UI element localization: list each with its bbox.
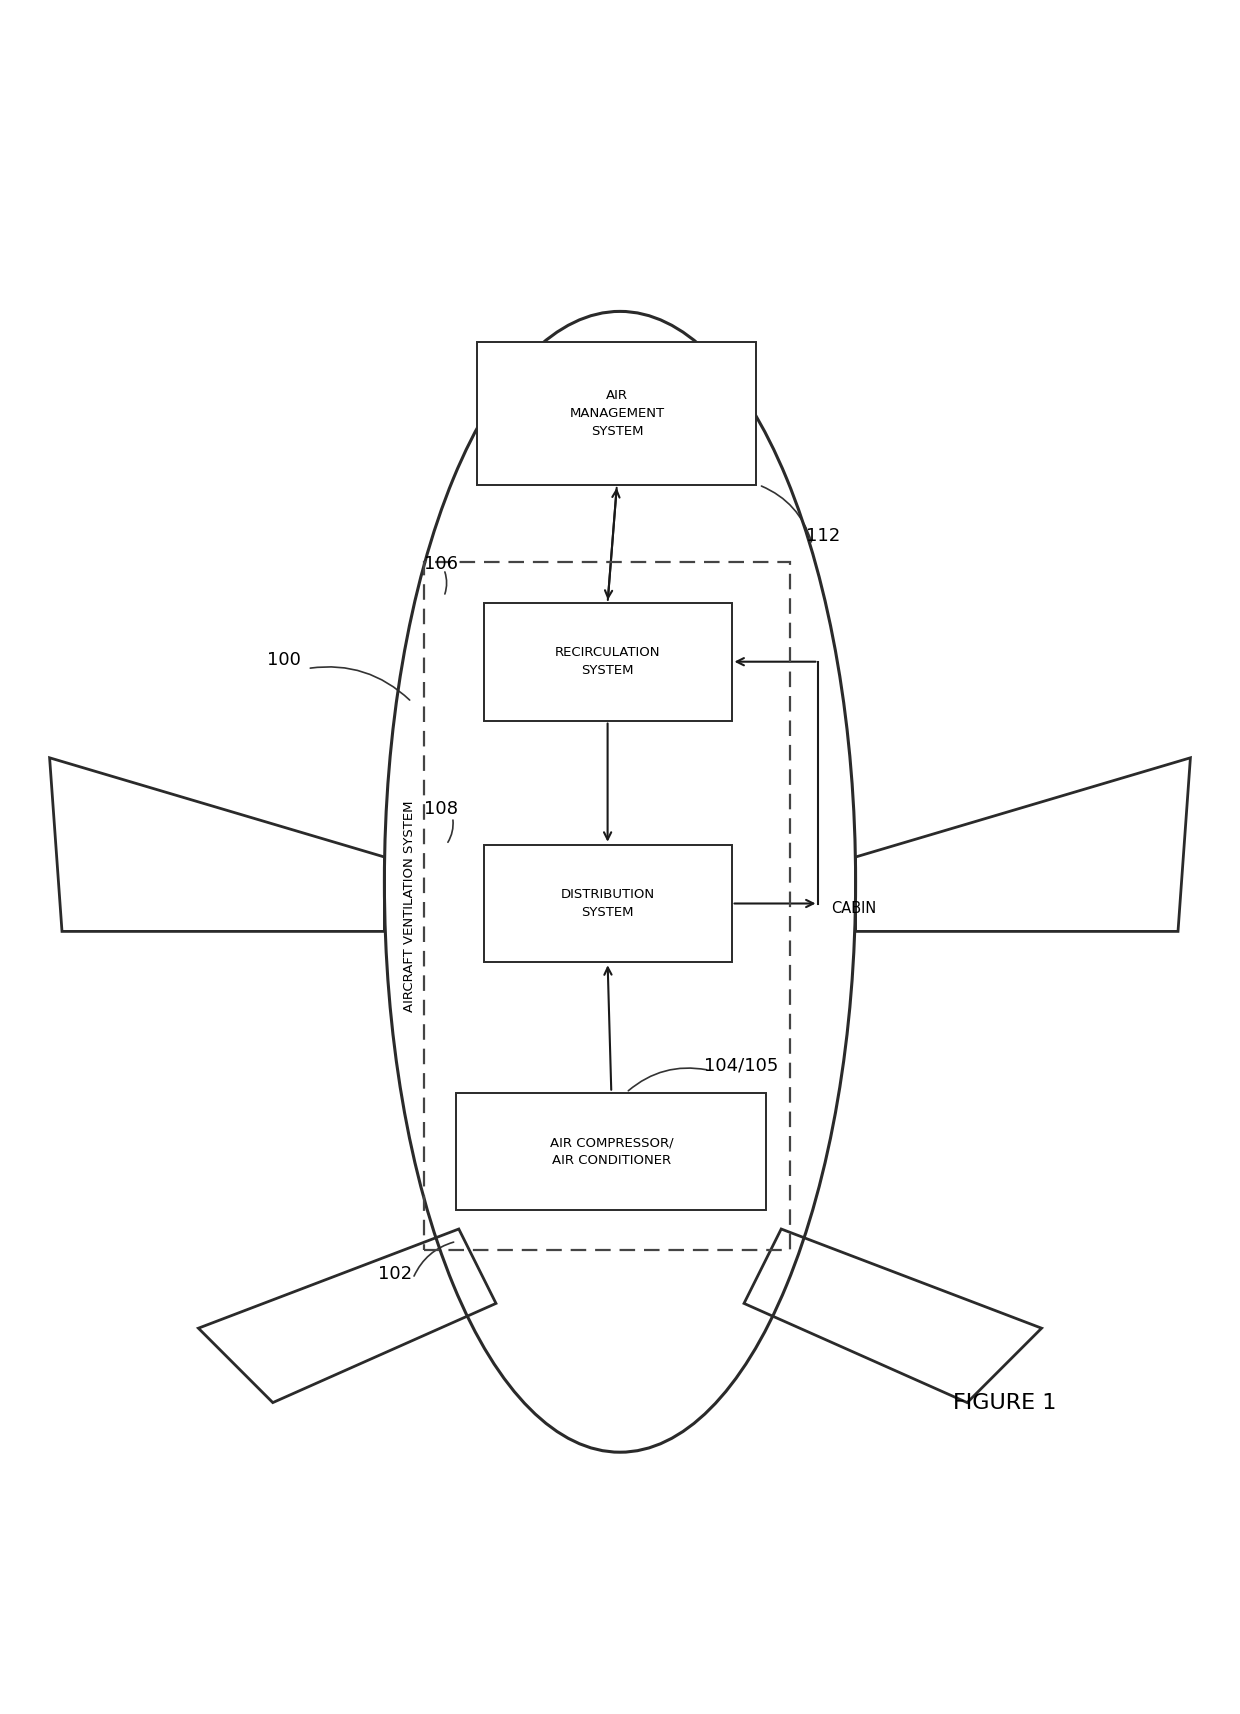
Text: FIGURE 1: FIGURE 1	[952, 1393, 1056, 1412]
Text: 104/105: 104/105	[704, 1056, 779, 1075]
Bar	[484, 845, 732, 962]
Bar	[477, 343, 756, 485]
Text: AIR COMPRESSOR/
AIR CONDITIONER: AIR COMPRESSOR/ AIR CONDITIONER	[549, 1136, 673, 1167]
Bar	[456, 1092, 766, 1210]
Bar	[484, 603, 732, 720]
Text: CABIN: CABIN	[831, 902, 875, 915]
Polygon shape	[198, 1229, 496, 1402]
Text: RECIRCULATION
SYSTEM: RECIRCULATION SYSTEM	[554, 646, 661, 677]
Text: 102: 102	[378, 1265, 413, 1282]
Polygon shape	[744, 1229, 1042, 1402]
Text: 100: 100	[267, 651, 300, 668]
Polygon shape	[856, 758, 1190, 931]
Text: 112: 112	[806, 526, 841, 545]
Text: AIR
MANAGEMENT
SYSTEM: AIR MANAGEMENT SYSTEM	[569, 389, 665, 439]
Text: 108: 108	[424, 800, 458, 818]
Text: DISTRIBUTION
SYSTEM: DISTRIBUTION SYSTEM	[560, 888, 655, 919]
Bar	[424, 562, 790, 1250]
Text: AIRCRAFT VENTILATION SYSTEM: AIRCRAFT VENTILATION SYSTEM	[403, 800, 415, 1013]
Text: 106: 106	[424, 555, 458, 572]
Polygon shape	[50, 758, 384, 931]
Ellipse shape	[384, 312, 856, 1452]
